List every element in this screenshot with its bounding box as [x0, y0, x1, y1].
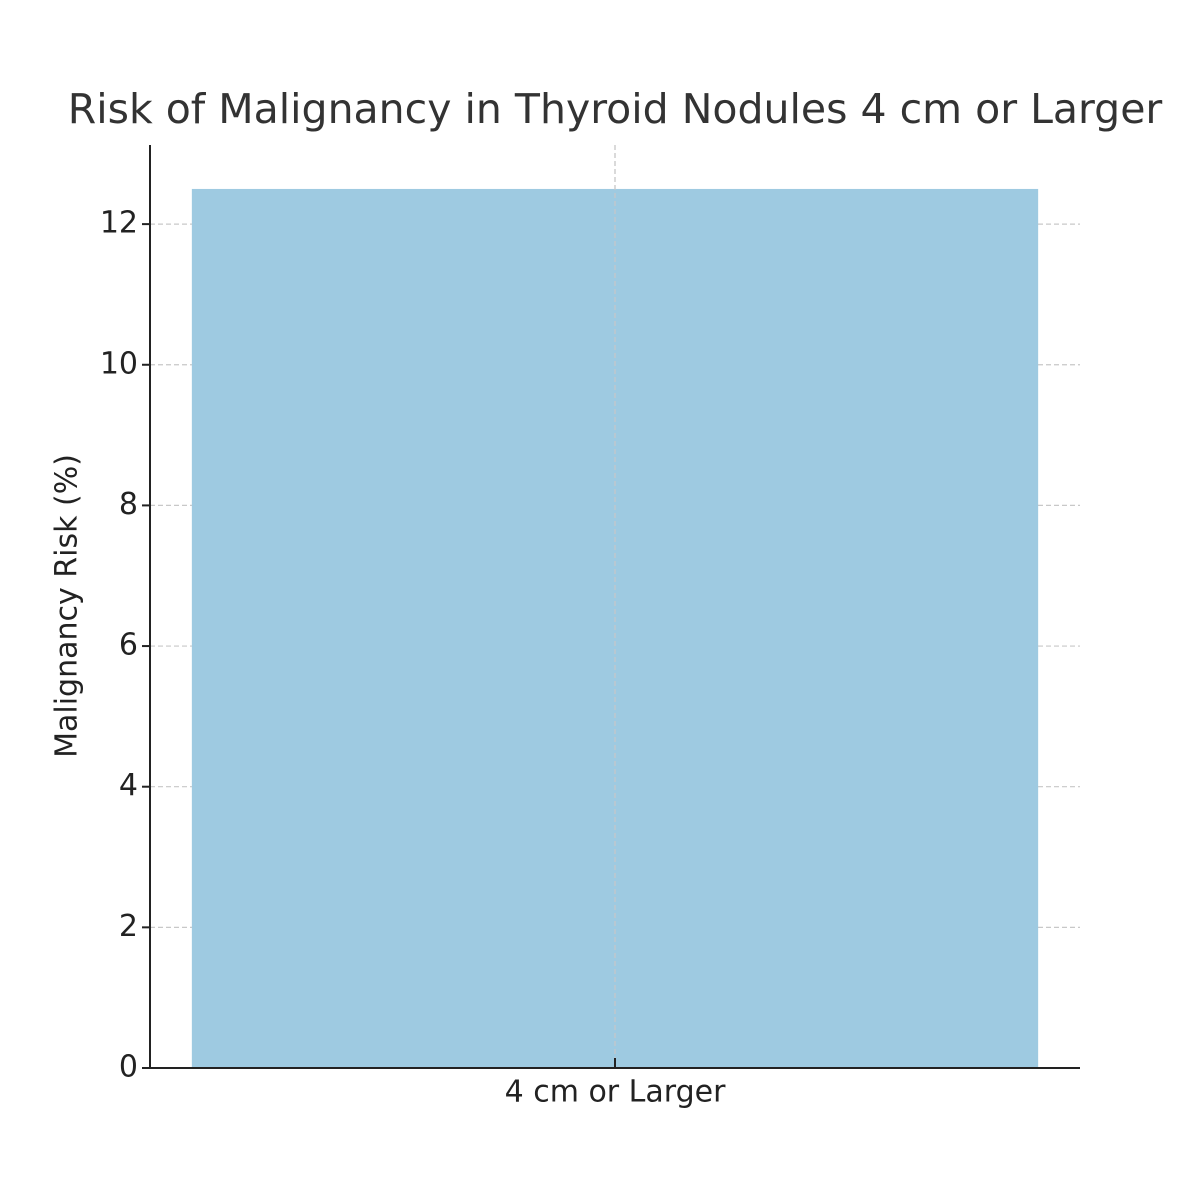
chart-title: Risk of Malignancy in Thyroid Nodules 4 …	[68, 85, 1163, 133]
y-tick-label: 6	[119, 628, 138, 663]
x-tick-label: 4 cm or Larger	[505, 1075, 727, 1110]
y-tick-label: 12	[100, 206, 138, 241]
y-tick-label: 0	[119, 1050, 138, 1085]
y-tick-label: 8	[119, 487, 138, 522]
y-axis-label: Malignancy Risk (%)	[50, 454, 85, 758]
y-tick-label: 10	[100, 346, 138, 381]
y-tick-label: 2	[119, 909, 138, 944]
y-tick-label: 4	[119, 768, 138, 803]
